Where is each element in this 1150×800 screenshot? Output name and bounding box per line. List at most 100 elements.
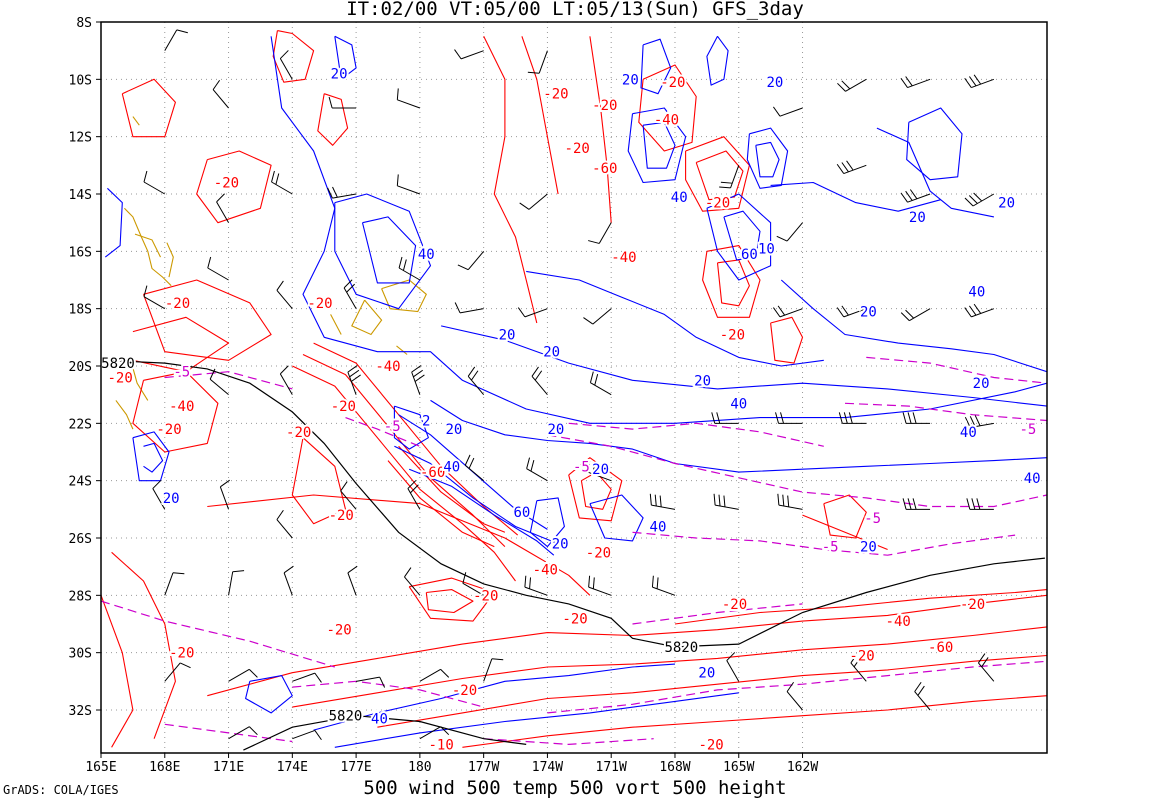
vort-contour-red	[387, 460, 495, 548]
vort-contour-blue	[640, 38, 672, 95]
vort-contour-red	[317, 93, 349, 146]
x-tick-label: 171E	[213, 760, 244, 775]
terrain-contour	[124, 207, 172, 287]
wind-barb	[209, 368, 229, 396]
temp-contour	[844, 402, 1047, 422]
temp-contour	[164, 723, 293, 743]
x-axis-ticks: 165E 168E 171E 174E 177E 180 177W 174W 171W 168W 1…	[85, 753, 818, 775]
wind-barb	[212, 79, 229, 109]
wind-barb	[340, 481, 357, 510]
height-label: 5820	[329, 709, 363, 725]
vort-label-blue: 40	[650, 520, 667, 536]
vort-contour-red	[196, 150, 272, 224]
vort-label-red: -20	[565, 141, 590, 157]
vort-label-red: -20	[592, 98, 617, 114]
wind-barb	[228, 570, 245, 596]
terrain-contour	[134, 233, 161, 258]
vort-contour-red	[589, 36, 612, 223]
x-tick-label: 162W	[787, 760, 818, 775]
vort-label-red: -20	[586, 545, 611, 561]
wind-barb	[396, 174, 421, 195]
vort-contour-red	[674, 589, 1047, 625]
vort-label-blue: 60	[741, 247, 758, 263]
vort-label-red: -40	[169, 399, 194, 415]
vort-contour-blue	[104, 187, 123, 258]
x-tick-label: 177W	[468, 760, 499, 775]
wind-barb	[900, 308, 931, 322]
wind-barb	[583, 308, 612, 325]
wind-barb	[327, 186, 357, 199]
wind-barb	[404, 567, 421, 596]
temp-label: -5	[864, 511, 881, 527]
wind-barb	[454, 49, 484, 60]
wind-barb	[776, 222, 803, 242]
wind-barb	[328, 96, 357, 109]
x-tick-label: 168W	[659, 760, 690, 775]
y-tick-label: 10S	[69, 73, 92, 88]
vort-label-red: -20	[562, 611, 587, 627]
terrain-contour	[396, 345, 408, 355]
vort-contour-red	[132, 371, 219, 453]
vort-label-red: -20	[326, 623, 351, 639]
vort-label-red: -20	[331, 399, 356, 415]
vort-label-blue: 20	[694, 373, 711, 389]
vort-contour-red	[408, 577, 495, 622]
vort-contour-red	[568, 457, 623, 522]
wind-barb	[838, 412, 867, 424]
vort-label-red: -40	[886, 614, 911, 630]
wind-barb	[588, 222, 612, 244]
vort-label-red: -40	[375, 359, 400, 375]
vort-contour-red	[142, 279, 272, 361]
wind-barb	[276, 280, 293, 309]
vort-contour-blue	[245, 675, 293, 714]
terrain-contour	[351, 299, 383, 336]
wind-barb	[966, 498, 994, 510]
wind-barb	[398, 256, 421, 281]
vort-label-red: -60	[592, 161, 617, 177]
vort-contour-blue	[313, 663, 676, 731]
vort-contour-blue	[270, 36, 1047, 424]
vort-contour-red	[101, 595, 134, 748]
temp-contour	[547, 660, 1047, 714]
terrain-contour	[330, 314, 342, 335]
height-label: 5820	[664, 640, 698, 656]
vort-contour-red	[483, 36, 538, 324]
vort-contour-blue	[361, 216, 417, 284]
wind-barb	[772, 106, 803, 117]
x-tick-label: 177E	[340, 760, 371, 775]
wind-barb	[836, 305, 867, 318]
vort-label-blue: 20	[909, 210, 926, 226]
wind-barb	[164, 572, 185, 596]
temp-contour	[345, 417, 421, 447]
y-tick-label: 22S	[69, 417, 92, 432]
x-tick-label: 174E	[277, 760, 308, 775]
vort-contour-blue	[755, 141, 780, 178]
vort-label-blue: 2	[422, 413, 430, 429]
chart-footer: 500 wind 500 temp 500 vort 500 height	[363, 777, 787, 799]
x-tick-label: 174W	[532, 760, 563, 775]
vort-label-blue: 20	[592, 462, 609, 478]
vort-label-red: -20	[473, 588, 498, 604]
vort-contour-blue	[723, 210, 761, 261]
wind-barb	[164, 662, 191, 682]
vort-label-red: -60	[928, 640, 953, 656]
wind-barb	[772, 305, 803, 318]
wind-barb	[228, 726, 258, 740]
height-contour	[105, 359, 1045, 648]
wind-barb	[517, 307, 548, 318]
temp-label: -5	[573, 459, 590, 475]
vort-label-red: -20	[720, 327, 745, 343]
temp-contour	[632, 603, 803, 625]
vort-contour-blue	[746, 127, 789, 189]
vort-label-blue: 20	[860, 540, 877, 556]
terrain-contour	[130, 360, 149, 401]
vort-contour-red	[695, 150, 744, 201]
wind-barb	[964, 415, 994, 428]
vort-contour-red	[802, 514, 888, 551]
vort-contour-blue	[440, 325, 1047, 407]
temp-label: -5	[384, 419, 401, 435]
vort-contour-blue	[334, 692, 739, 748]
y-tick-label: 14S	[69, 188, 92, 203]
wind-barb	[649, 493, 676, 510]
terrain-contour	[166, 242, 174, 278]
